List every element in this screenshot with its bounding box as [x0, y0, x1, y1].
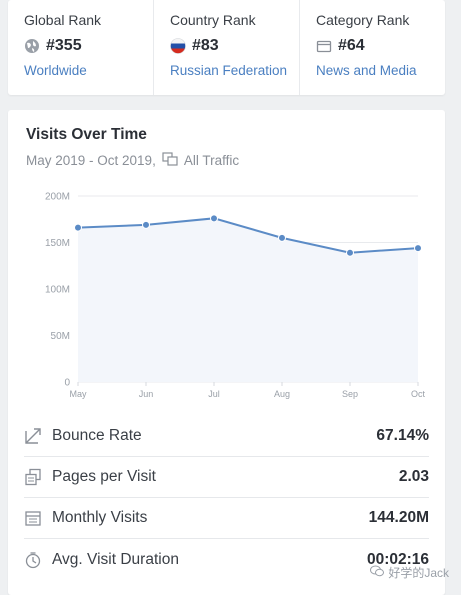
- data-point-jul[interactable]: [210, 214, 218, 223]
- wechat-icon: [370, 565, 385, 580]
- rank-title: Global Rank: [24, 12, 102, 28]
- rank-number: #83: [192, 37, 219, 54]
- rank-value: #64: [316, 37, 445, 55]
- metric-label: Pages per Visit: [52, 468, 156, 485]
- metric-label: Bounce Rate: [52, 427, 142, 444]
- rank-value: #355: [24, 37, 153, 55]
- category-icon: [316, 38, 332, 54]
- bounce-icon: [24, 427, 42, 445]
- metric-monthly-visits: Monthly Visits 144.20M: [24, 498, 429, 539]
- y-tick-label: 200M: [45, 192, 70, 203]
- data-point-may[interactable]: [74, 223, 82, 232]
- x-tick-label: Sep: [342, 389, 358, 399]
- x-tick-label: Jun: [139, 389, 154, 399]
- data-point-oct[interactable]: [414, 244, 422, 253]
- metric-value: 00:02:16: [366, 550, 429, 568]
- metric-avg-visit-duration: Avg. Visit Duration 00:02:16: [24, 539, 429, 580]
- rank-title: Category Rank: [316, 12, 410, 28]
- traffic-filter[interactable]: All Traffic: [183, 153, 240, 168]
- x-tick-label: Jul: [208, 389, 220, 399]
- data-point-sep[interactable]: [346, 248, 354, 257]
- metric-pages-per-visit: Pages per Visit 2.03: [24, 457, 429, 498]
- metric-bounce-rate: Bounce Rate 67.14%: [24, 416, 429, 457]
- data-point-jun[interactable]: [142, 220, 150, 229]
- rank-number: #355: [46, 37, 82, 54]
- metrics-list: Bounce Rate 67.14% Pages per Visit 2.03 …: [24, 416, 429, 580]
- country-rank: Country Rank #83 Russian Federation: [154, 0, 300, 95]
- country-link[interactable]: Russian Federation: [170, 63, 288, 78]
- all-traffic-icon: [162, 152, 178, 169]
- globe-icon: [24, 38, 40, 54]
- visits-subtitle: May 2019 - Oct 2019, All Traffic: [26, 152, 239, 169]
- rank-card: Global Rank #355 Worldwide Country Rank …: [8, 0, 445, 95]
- visits-card: Visits Over Time May 2019 - Oct 2019, Al…: [8, 110, 445, 595]
- global-rank: Global Rank #355 Worldwide: [8, 0, 154, 95]
- y-tick-label: 0: [64, 378, 70, 389]
- visits-chart: 0 50M 100M 150M 200M May Jun Jul Aug Sep Oct: [45, 192, 426, 400]
- visits-line: [77, 217, 419, 254]
- metric-value: 2.03: [398, 468, 429, 485]
- x-tick-label: May: [69, 389, 87, 399]
- pages-icon: [24, 468, 42, 486]
- calendar-icon: [24, 509, 42, 527]
- metric-value: 144.20M: [368, 509, 429, 526]
- metric-label: Monthly Visits: [52, 509, 148, 526]
- timer-icon: [24, 551, 42, 569]
- visits-area: [78, 218, 418, 382]
- x-tick-label: Aug: [274, 389, 290, 399]
- date-range: May 2019 - Oct 2019,: [26, 153, 156, 168]
- category-rank: Category Rank #64 News and Media: [300, 0, 445, 95]
- rank-value: #83: [170, 37, 299, 55]
- y-tick-label: 50M: [51, 331, 70, 342]
- rank-title: Country Rank: [170, 12, 256, 28]
- metric-label: Avg. Visit Duration: [52, 550, 179, 568]
- y-tick-label: 150M: [45, 238, 70, 249]
- x-tick-label: Oct: [411, 389, 426, 399]
- category-link[interactable]: News and Media: [316, 63, 417, 78]
- y-tick-label: 100M: [45, 285, 70, 296]
- data-point-aug[interactable]: [278, 233, 286, 242]
- visits-title: Visits Over Time: [26, 126, 147, 143]
- watermark-text: 好学的Jack: [388, 566, 449, 580]
- metric-value: 67.14%: [376, 427, 429, 444]
- watermark: 好学的Jack: [370, 564, 449, 581]
- rank-number: #64: [338, 37, 365, 54]
- russia-flag-icon: [170, 38, 186, 54]
- worldwide-link[interactable]: Worldwide: [24, 63, 87, 78]
